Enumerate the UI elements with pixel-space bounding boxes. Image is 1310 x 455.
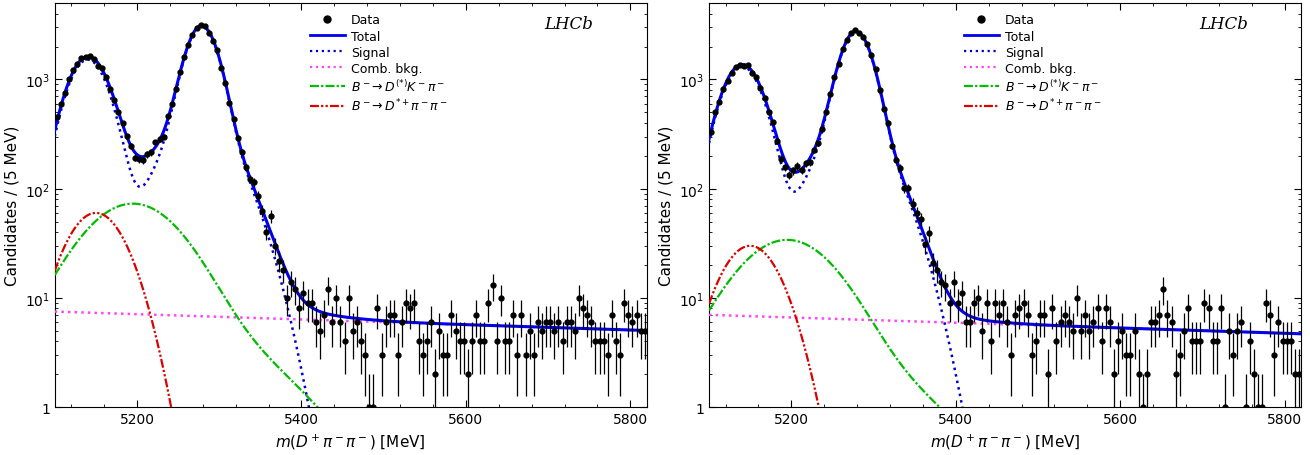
Legend: Data, Total, Signal, Comb. bkg., $B^-\!\to D^{(*)}K^-\pi^-$, $B^-\!\to D^{*+}\pi: Data, Total, Signal, Comb. bkg., $B^-\!\… <box>964 15 1102 114</box>
Text: LHCb: LHCb <box>545 16 593 33</box>
X-axis label: $m(D^+\pi^-\pi^-)$ [MeV]: $m(D^+\pi^-\pi^-)$ [MeV] <box>275 432 426 451</box>
X-axis label: $m(D^+\pi^-\pi^-)$ [MeV]: $m(D^+\pi^-\pi^-)$ [MeV] <box>930 432 1081 451</box>
Legend: Data, Total, Signal, Comb. bkg., $B^-\!\to D^{(*)}K^-\pi^-$, $B^-\!\to D^{*+}\pi: Data, Total, Signal, Comb. bkg., $B^-\!\… <box>309 15 448 114</box>
Y-axis label: Candidates / (5 MeV): Candidates / (5 MeV) <box>659 126 673 286</box>
Text: LHCb: LHCb <box>1199 16 1248 33</box>
Y-axis label: Candidates / (5 MeV): Candidates / (5 MeV) <box>4 126 20 286</box>
